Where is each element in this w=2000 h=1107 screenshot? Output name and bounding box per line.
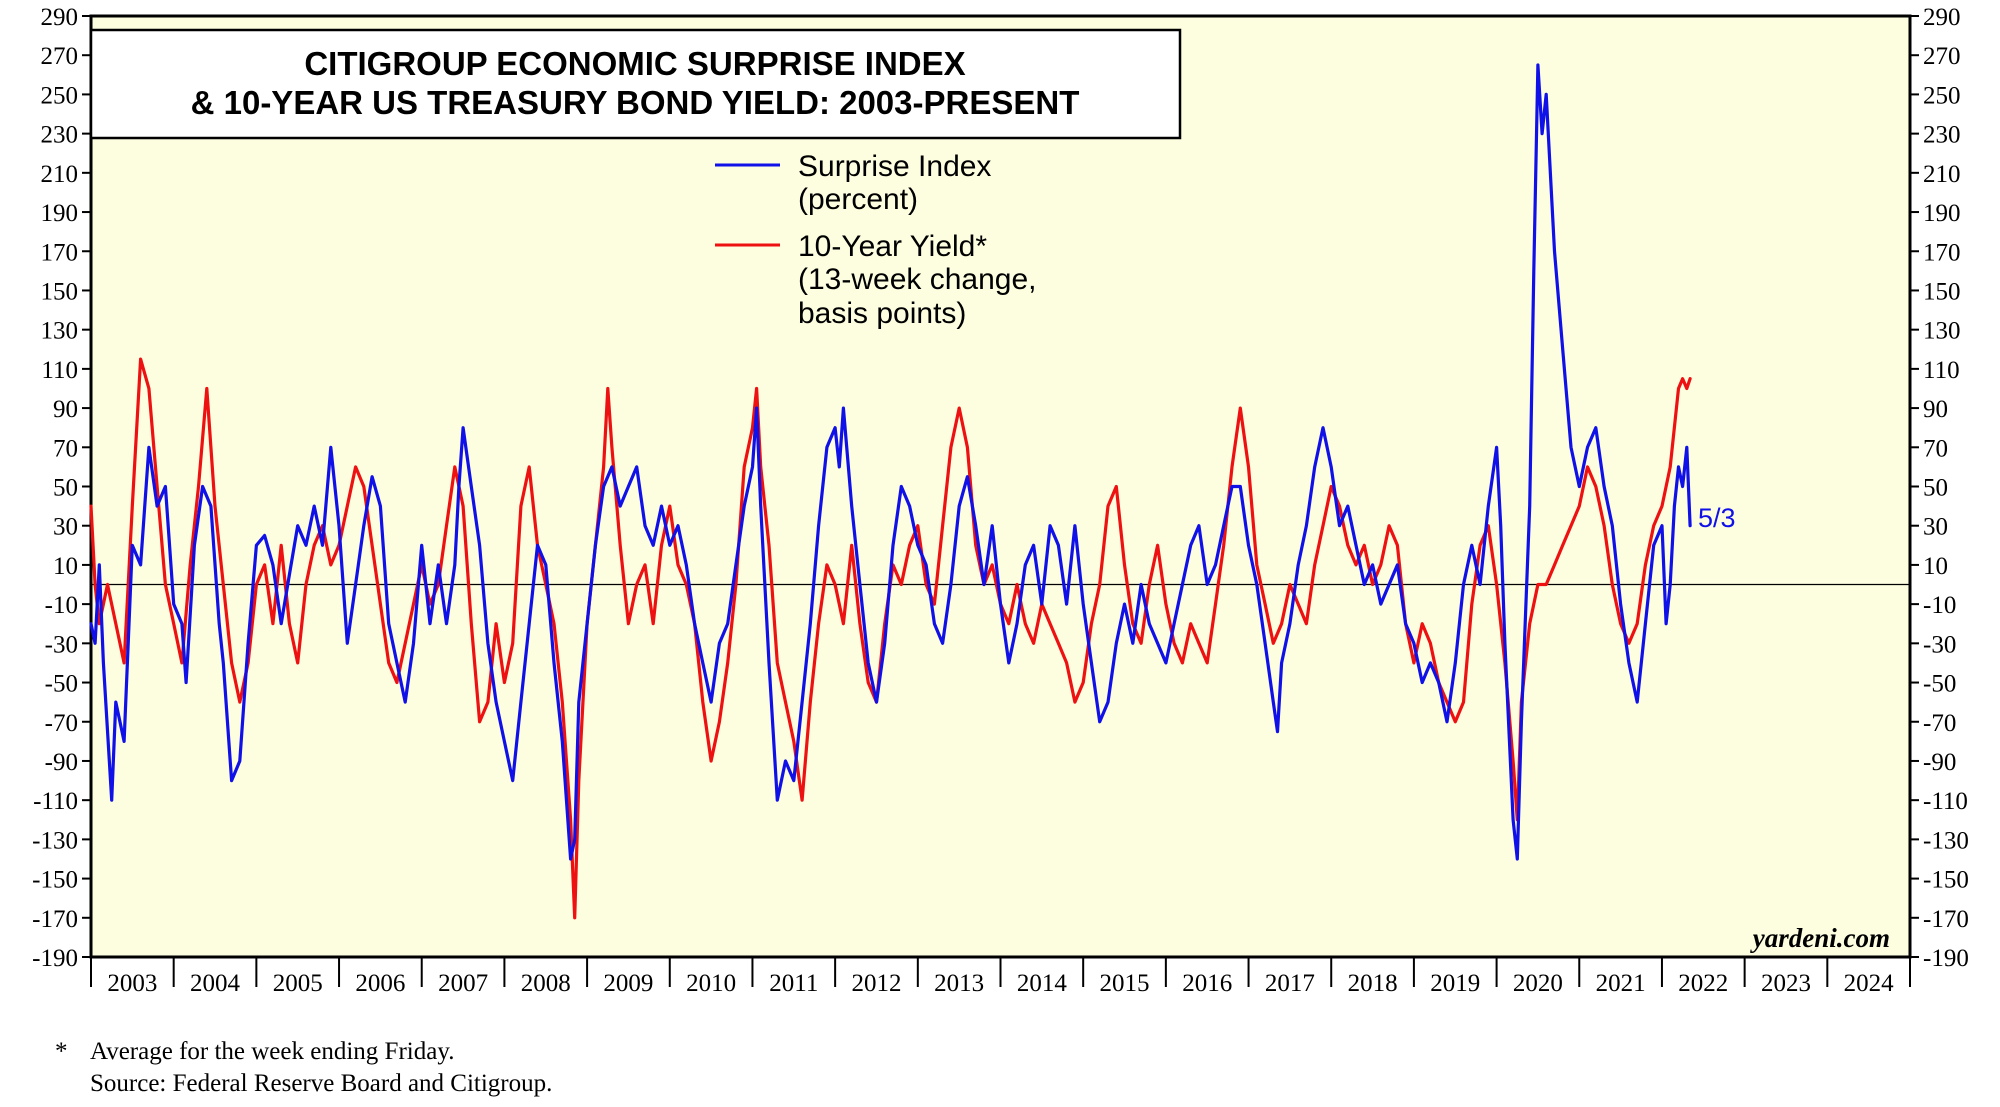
y-tick-label-left: -190 bbox=[32, 945, 78, 972]
y-tick-label-right: -110 bbox=[1923, 788, 1968, 815]
x-tick-label: 2014 bbox=[1017, 970, 1068, 997]
y-tick-label-left: 150 bbox=[41, 278, 79, 305]
x-tick-label: 2019 bbox=[1430, 970, 1480, 997]
y-tick-label-left: -150 bbox=[32, 867, 78, 894]
footnote-mark: * bbox=[55, 1038, 68, 1065]
y-tick-label-right: -150 bbox=[1923, 867, 1969, 894]
legend: Surprise Index (percent) 10-Year Yield* … bbox=[715, 150, 1036, 330]
y-tick-label-right: 110 bbox=[1923, 357, 1960, 384]
x-tick-label: 2012 bbox=[851, 970, 901, 997]
y-tick-label-right: 290 bbox=[1923, 4, 1961, 31]
legend-10-year-yield-line-3: basis points) bbox=[798, 297, 966, 330]
y-tick-label-left: 70 bbox=[53, 435, 78, 462]
x-tick-label: 2009 bbox=[603, 970, 653, 997]
x-tick-label: 2023 bbox=[1761, 970, 1811, 997]
y-tick-label-right: 130 bbox=[1923, 318, 1961, 345]
y-tick-label-left: 250 bbox=[41, 82, 79, 109]
y-tick-label-left: -90 bbox=[45, 749, 78, 776]
x-tick-label: 2006 bbox=[355, 970, 405, 997]
y-tick-label-left: 170 bbox=[41, 239, 79, 266]
y-tick-label-left: -50 bbox=[45, 671, 78, 698]
legend-surprise-index-line-1: Surprise Index bbox=[798, 150, 991, 183]
y-tick-label-left: 50 bbox=[53, 475, 78, 502]
plot-background bbox=[89, 14, 1912, 959]
legend-surprise-index-line-2: (percent) bbox=[798, 183, 918, 216]
y-tick-label-right: 150 bbox=[1923, 278, 1961, 305]
y-tick-label-right: 10 bbox=[1923, 553, 1948, 580]
y-tick-label-right: -70 bbox=[1923, 710, 1956, 737]
x-tick-label: 2015 bbox=[1100, 970, 1150, 997]
title-box: CITIGROUP ECONOMIC SURPRISE INDEX & 10-Y… bbox=[89, 28, 1182, 140]
y-tick-label-left: 290 bbox=[41, 4, 79, 31]
y-tick-label-left: 210 bbox=[41, 161, 79, 188]
y-tick-label-left: 230 bbox=[41, 122, 79, 149]
x-tick-label: 2024 bbox=[1844, 970, 1895, 997]
y-tick-label-right: 190 bbox=[1923, 200, 1961, 227]
series-layer bbox=[89, 63, 1692, 920]
y-tick-label-right: -10 bbox=[1923, 592, 1956, 619]
y-axis-right: 290 270 250 230 210 190 170 150 130 110 90 70 50 30 10… bbox=[1910, 4, 1969, 972]
source-credit: yardeni.com bbox=[1750, 923, 1890, 953]
y-tick-label-right: 170 bbox=[1923, 239, 1961, 266]
x-tick-label: 2020 bbox=[1513, 970, 1563, 997]
y-tick-label-left: -110 bbox=[33, 788, 78, 815]
x-tick-label: 2003 bbox=[107, 970, 157, 997]
y-tick-label-right: 250 bbox=[1923, 82, 1961, 109]
footnote-line-1: Average for the week ending Friday. bbox=[90, 1038, 455, 1065]
y-tick-label-left: 90 bbox=[53, 396, 78, 423]
x-tick-label: 2013 bbox=[934, 970, 984, 997]
x-tick-label: 2007 bbox=[438, 970, 488, 997]
y-tick-label-left: -70 bbox=[45, 710, 78, 737]
y-tick-label-right: 90 bbox=[1923, 396, 1948, 423]
y-tick-label-right: 70 bbox=[1923, 435, 1948, 462]
x-tick-label: 2005 bbox=[273, 970, 323, 997]
x-tick-label: 2022 bbox=[1678, 970, 1728, 997]
y-tick-label-left: -10 bbox=[45, 592, 78, 619]
x-tick-label: 2017 bbox=[1265, 970, 1315, 997]
y-tick-label-right: -50 bbox=[1923, 671, 1956, 698]
y-tick-label-left: -130 bbox=[32, 827, 78, 854]
y-tick-label-left: 30 bbox=[53, 514, 78, 541]
y-tick-label-right: 30 bbox=[1923, 514, 1948, 541]
y-tick-label-right: -130 bbox=[1923, 827, 1969, 854]
latest-date-annotation: 5/3 bbox=[1698, 503, 1736, 533]
y-tick-label-right: -170 bbox=[1923, 906, 1969, 933]
x-axis: 2003 2004 2005 2006 2007 2008 2009 2010 2011 2012… bbox=[90, 957, 1911, 997]
y-tick-label-left: 130 bbox=[41, 318, 79, 345]
y-tick-label-left: 10 bbox=[53, 553, 78, 580]
y-tick-label-left: 270 bbox=[41, 43, 79, 70]
y-tick-label-right: 50 bbox=[1923, 475, 1948, 502]
x-tick-label: 2021 bbox=[1596, 970, 1646, 997]
y-tick-label-right: 230 bbox=[1923, 122, 1961, 149]
y-tick-label-left: 110 bbox=[41, 357, 78, 384]
x-tick-label: 2008 bbox=[521, 970, 571, 997]
y-tick-label-right: -190 bbox=[1923, 945, 1969, 972]
x-tick-label: 2010 bbox=[686, 970, 736, 997]
y-tick-label-right: 270 bbox=[1923, 43, 1961, 70]
y-tick-label-right: -90 bbox=[1923, 749, 1956, 776]
legend-10-year-yield-line-1: 10-Year Yield* bbox=[798, 230, 987, 263]
x-tick-label: 2011 bbox=[769, 970, 818, 997]
chart-title-line-1: CITIGROUP ECONOMIC SURPRISE INDEX bbox=[304, 45, 965, 82]
x-tick-label: 2016 bbox=[1182, 970, 1232, 997]
series-line-10-year-yield bbox=[89, 357, 1692, 920]
y-tick-label-right: 210 bbox=[1923, 161, 1961, 188]
y-tick-label-left: -170 bbox=[32, 906, 78, 933]
y-tick-label-left: -30 bbox=[45, 631, 78, 658]
series-line-surprise-index bbox=[89, 63, 1692, 861]
legend-10-year-yield-line-2: (13-week change, bbox=[798, 263, 1036, 296]
y-tick-label-right: -30 bbox=[1923, 631, 1956, 658]
chart-title-line-2: & 10-YEAR US TREASURY BOND YIELD: 2003-P… bbox=[191, 84, 1080, 121]
y-tick-label-left: 190 bbox=[41, 200, 79, 227]
footnote-line-2: Source: Federal Reserve Board and Citigr… bbox=[90, 1070, 553, 1097]
x-tick-label: 2018 bbox=[1348, 970, 1398, 997]
x-tick-label: 2004 bbox=[190, 970, 241, 997]
y-axis-left: 290 270 250 230 210 190 170 150 130 110 90 70 50 30 10… bbox=[32, 4, 91, 972]
